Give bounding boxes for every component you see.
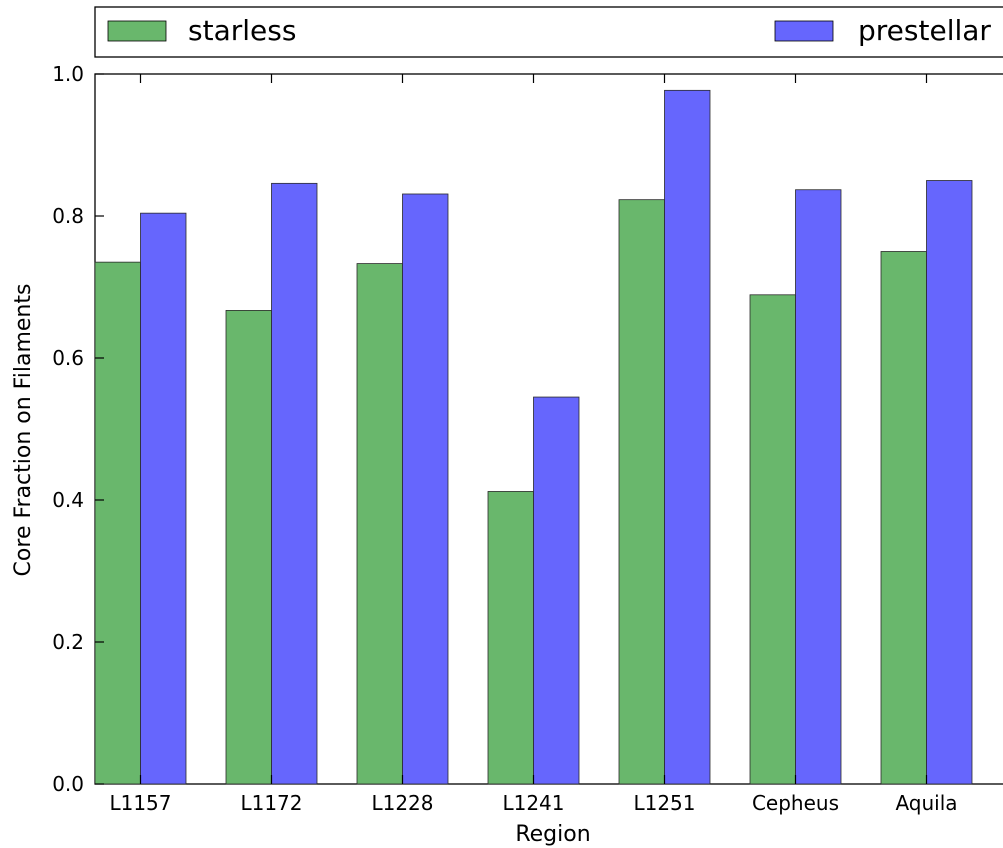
legend-swatch-prestellar [774, 20, 834, 42]
bar-starless-L1157 [94, 261, 141, 785]
bar-starless-L1228 [356, 263, 403, 785]
x-tick-label-Aquila: Aquila [895, 791, 957, 815]
bar-prestellar-L1241 [533, 396, 580, 785]
bar-starless-Cepheus [749, 294, 796, 785]
y-tick-label: 0.0 [52, 772, 84, 796]
bar-prestellar-L1251 [664, 89, 711, 785]
y-tick-label: 0.8 [52, 204, 84, 228]
bar-prestellar-L1172 [271, 182, 318, 785]
x-axis: L1157 L1172 L1228 L1241 L1251 Cepheus Aquila [109, 74, 958, 815]
bar-starless-L1172 [225, 310, 272, 785]
bar-starless-Aquila [880, 251, 927, 785]
bar-prestellar-Cepheus [795, 189, 842, 785]
x-tick-label-Cepheus: Cepheus [752, 791, 839, 815]
legend-swatch-starless [107, 20, 167, 42]
x-axis-label: Region [515, 822, 590, 847]
bar-prestellar-L1228 [402, 193, 449, 785]
y-axis-label: Core Fraction on Filaments [11, 284, 36, 577]
y-tick-label: 0.2 [52, 630, 84, 654]
legend-label-starless: starless [188, 14, 296, 47]
bar-prestellar-L1157 [140, 212, 187, 785]
bar-starless-L1251 [618, 199, 665, 785]
bars-group [94, 89, 973, 785]
y-tick-label: 0.4 [52, 488, 84, 512]
y-tick-label: 0.6 [52, 346, 84, 370]
legend-label-prestellar: prestellar [858, 14, 991, 47]
y-tick-label: 1.0 [52, 62, 84, 86]
x-tick-label-L1172: L1172 [240, 791, 302, 815]
legend-box [94, 6, 1003, 58]
x-tick-label-L1228: L1228 [371, 791, 433, 815]
x-tick-label-L1251: L1251 [633, 791, 695, 815]
bar-prestellar-Aquila [926, 180, 973, 785]
y-axis: 0.0 0.2 0.4 0.6 0.8 1.0 [52, 62, 104, 796]
x-tick-label-L1241: L1241 [502, 791, 564, 815]
x-tick-label-L1157: L1157 [109, 791, 171, 815]
bar-starless-L1241 [487, 491, 534, 785]
